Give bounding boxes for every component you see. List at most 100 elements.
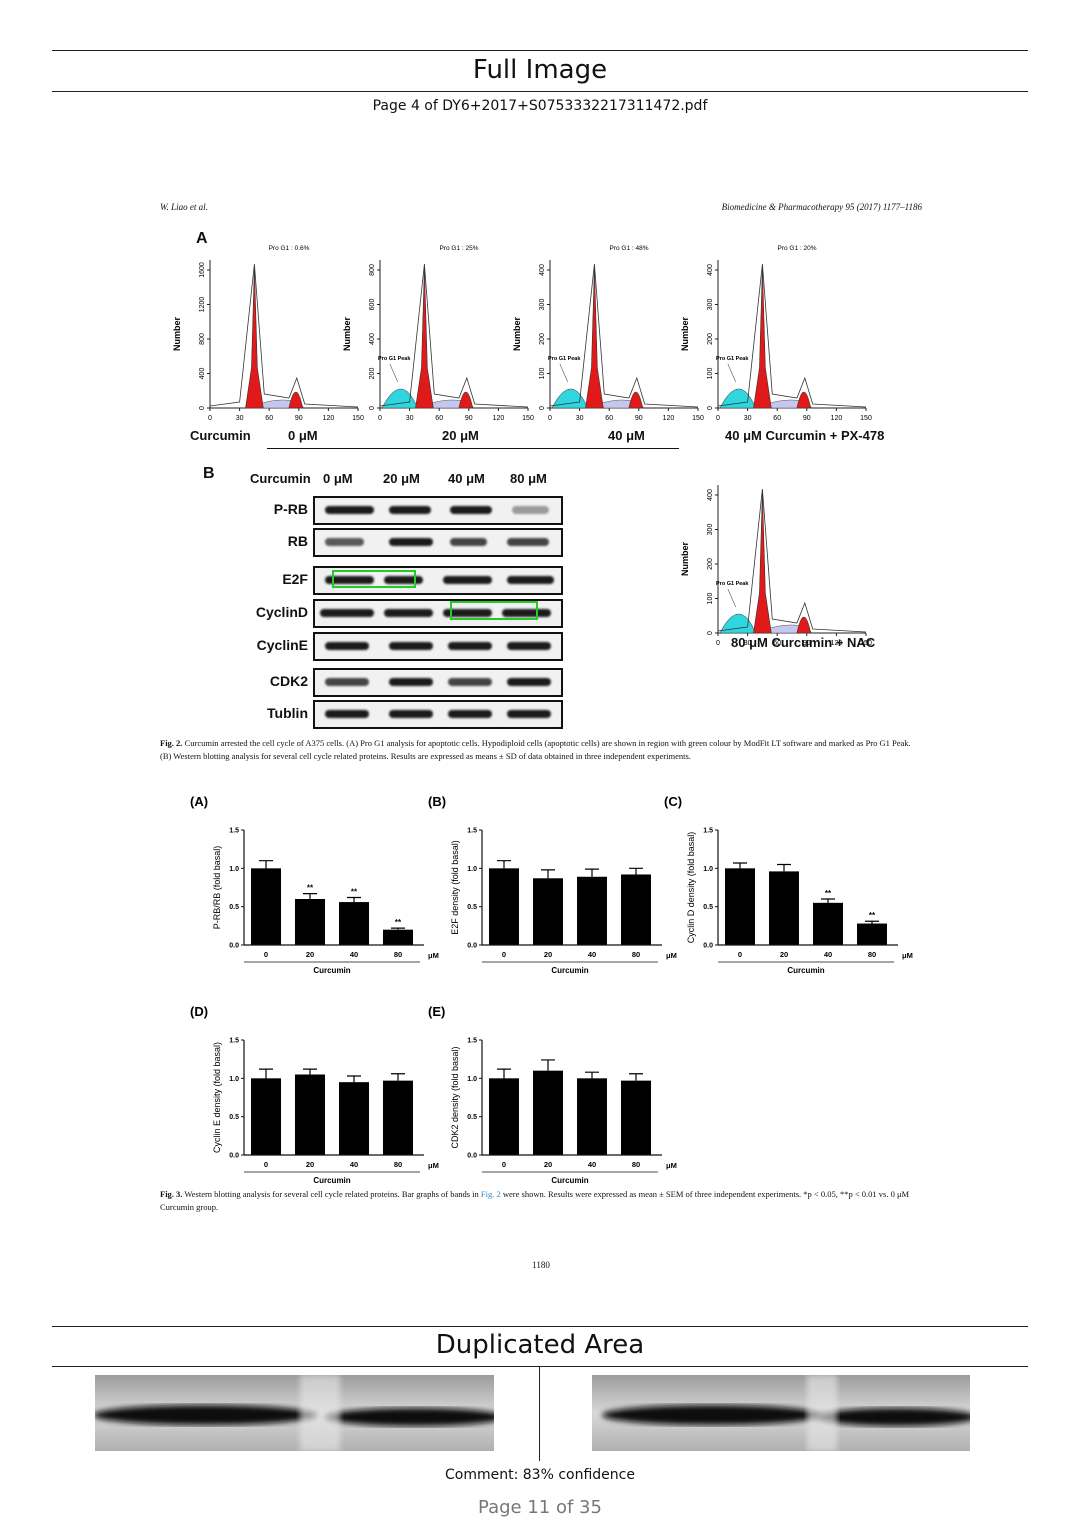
svg-text:0: 0 [716,415,720,422]
blot-band [324,642,370,650]
significance-marker: ** [395,918,402,927]
bar-0 [725,868,755,945]
bar-chart-unit: μM [428,1161,439,1170]
bar-chart-ytick: 1.5 [467,828,477,835]
blot-header-lane-1: 0 μM [323,471,353,486]
blot-band [388,506,431,514]
bar-chart-xtick: 80 [394,1160,402,1169]
duplicated-area-title: Duplicated Area [435,1330,645,1360]
svg-text:Number: Number [680,542,690,577]
svg-text:120: 120 [493,415,505,422]
blot-band [442,609,493,617]
svg-text:0: 0 [707,406,714,410]
blot-row-label-rb: RB [287,533,308,549]
error-bar [629,867,643,875]
svg-text:0: 0 [378,415,382,422]
bar-chart-ytick: 1.5 [703,828,713,835]
svg-text:Number: Number [680,317,690,352]
svg-text:60: 60 [773,415,781,422]
bar-chart-xtick: 40 [350,950,358,959]
svg-text:0: 0 [548,415,552,422]
svg-text:60: 60 [773,640,781,647]
bar-chart-panel-label: (E) [428,1004,445,1019]
bar-40 [577,876,607,945]
svg-text:30: 30 [576,415,584,422]
page-title: Full Image [472,55,608,85]
bar-chart-ylabel: CDK2 density (fold basal) [450,1046,460,1148]
error-bar [865,920,879,924]
error-bar [541,869,555,879]
blot-header-lane-3: 40 μM [448,471,485,486]
fig2-link[interactable]: Fig. 2 [480,1189,501,1199]
bar-20 [533,1070,563,1155]
histogram-conc-label-2: 40 μM [608,428,645,443]
blot-band [450,538,488,546]
bar-chart-xtick: 80 [632,1160,640,1169]
error-bar [303,893,317,899]
svg-text:Number: Number [342,317,352,352]
svg-text:30: 30 [236,415,244,422]
error-bar [733,862,747,869]
error-bar [821,898,835,903]
flow-histogram-4: 0 30 60 90 120 150 0 100 200 300 400 Number Pro G1 P… [680,485,872,647]
blot-band [383,576,424,584]
svg-text:0: 0 [716,640,720,647]
bar-chart-xtick: 40 [350,1160,358,1169]
bar-chart-xtick: 0 [738,950,742,959]
bar-80 [621,1080,651,1155]
blot-row-label-tublin: Tublin [267,705,308,721]
bar-chart-xlabel: Curcumin [551,966,588,975]
significance-marker: ** [825,889,832,898]
blot-band [388,710,434,718]
bar-40 [339,902,369,945]
svg-text:200: 200 [539,333,546,345]
flow-histogram-3: 0 30 60 90 120 150 0 100 200 300 400 Number Pro G1 :… [680,245,872,422]
bar-chart-ytick: 0.0 [467,943,477,950]
bar-chart-panel-label: (C) [664,794,682,809]
bar-chart-ytick: 0.0 [229,943,239,950]
bar-chart-ytick: 1.0 [467,1076,477,1083]
svg-text:0: 0 [199,406,206,410]
bar-chart-xtick: 40 [588,1160,596,1169]
significance-marker: ** [869,911,876,920]
bar-chart-xtick: 20 [544,950,552,959]
running-head-right: Biomedicine & Pharmacotherapy 95 (2017) … [721,202,922,212]
svg-text:400: 400 [199,368,206,380]
blot-band [447,642,493,650]
error-bar [347,896,361,903]
svg-text:100: 100 [707,593,714,605]
duplicate-crop-left [95,1375,494,1451]
blot-band [450,506,493,514]
bar-80 [621,874,651,945]
svg-text:300: 300 [707,299,714,311]
blot-strip-p-rb [313,496,563,525]
histogram-curcumin-line [267,448,679,449]
page-indicator[interactable]: Page 11 of 35 [478,1497,602,1518]
fig2-panel-b-label: B [203,465,215,482]
bar-chart-unit: μM [666,951,677,960]
svg-text:0: 0 [369,406,376,410]
blot-band [388,642,434,650]
bar-chart-0: (A) 0.0 0.5 1.0 1.5 P-RB/RB (fold basal) 0 ** 20… [190,794,439,975]
svg-text:Pro G1 Peak: Pro G1 Peak [716,581,749,587]
svg-text:60: 60 [605,415,613,422]
bar-chart-xlabel: Curcumin [551,1176,588,1185]
significance-marker: ** [351,887,358,896]
bar-chart-xtick: 0 [502,950,506,959]
bar-chart-ylabel: E2F density (fold basal) [450,840,460,935]
bar-chart-ytick: 1.0 [467,866,477,873]
bar-chart-xtick: 80 [868,950,876,959]
blot-row-label-p-rb: P-RB [273,501,308,517]
svg-text:Number: Number [172,317,182,352]
svg-text:800: 800 [369,264,376,276]
bar-20 [533,878,563,945]
duplicate-highlight-e2f [332,570,416,588]
blot-header-lane-4: 80 μM [510,471,547,486]
svg-text:Pro G1 Peak: Pro G1 Peak [548,356,581,362]
svg-text:200: 200 [707,333,714,345]
svg-text:120: 120 [831,415,843,422]
bar-chart-panel-label: (A) [190,794,208,809]
svg-text:400: 400 [707,264,714,276]
svg-text:1200: 1200 [199,297,206,313]
duplicate-divider [539,1366,540,1461]
